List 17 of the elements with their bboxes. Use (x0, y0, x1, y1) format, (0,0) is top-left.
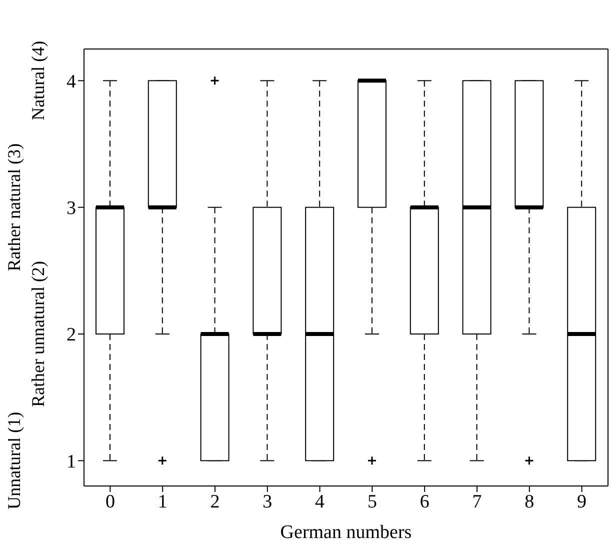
y-tick-label: 4 (66, 71, 76, 92)
x-tick-label: 3 (262, 491, 272, 512)
y-tick-label: 2 (66, 324, 76, 346)
x-tick-label: 8 (524, 491, 534, 512)
x-tick-label: 0 (105, 491, 115, 512)
y-tick-label: 1 (66, 451, 76, 472)
text: Natural (4) (28, 40, 48, 120)
x-tick-label: 1 (158, 491, 168, 512)
y-tick-label: 3 (66, 198, 76, 220)
x-tick-label: 9 (577, 491, 587, 512)
x-tick-label: 6 (420, 491, 430, 512)
x-tick-label: 2 (210, 491, 220, 512)
text: Rather unnatural (2) (28, 261, 48, 407)
x-tick-label: 7 (472, 491, 482, 512)
x-axis-title: German numbers (280, 522, 412, 543)
x-tick-label: 4 (315, 491, 326, 512)
x-tick-label: 5 (367, 491, 377, 512)
